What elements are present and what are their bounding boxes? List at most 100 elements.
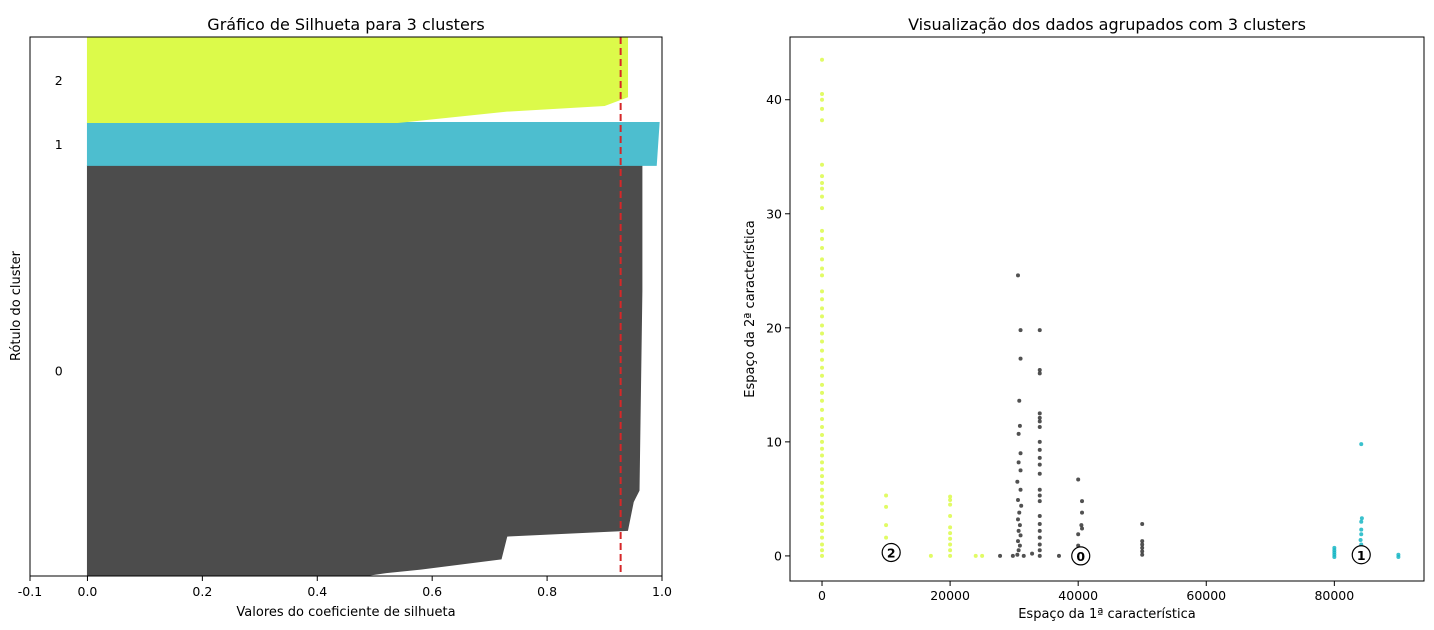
scatter-point-cluster-0 [1037,542,1042,547]
scatter-point-cluster-1 [1359,442,1364,447]
scatter-point-cluster-2 [948,498,953,503]
scatter-point-cluster-0 [1140,542,1145,547]
scatter-point-cluster-2 [948,531,953,536]
cluster-label-0: 0 [55,364,63,379]
scatter-point-cluster-0 [998,553,1003,558]
scatter-point-cluster-0 [1140,545,1145,550]
scatter-point-cluster-2 [820,348,825,353]
scatter-point-cluster-2 [820,206,825,211]
scatter-point-cluster-2 [820,162,825,167]
scatter-y-ticks: 0 10 20 30 40 [766,92,790,563]
scatter-y-tick-label: 0 [774,548,782,563]
scatter-point-cluster-0 [1037,368,1042,373]
scatter-point-cluster-2 [820,273,825,278]
scatter-point-cluster-0 [1015,479,1020,484]
scatter-point-cluster-2 [820,331,825,336]
silhouette-x-tick-label: 0.2 [192,584,212,599]
scatter-point-cluster-0 [1037,471,1042,476]
scatter-point-cluster-0 [1015,552,1020,557]
scatter-point-cluster-2 [820,323,825,328]
silhouette-cluster-1 [86,122,660,166]
silhouette-x-tick-label: 1.0 [652,584,672,599]
scatter-point-cluster-0 [1037,548,1042,553]
scatter-points [820,57,1401,560]
scatter-x-tick-label: 0 [818,588,826,603]
scatter-point-cluster-1 [1359,516,1364,521]
scatter-point-cluster-2 [820,297,825,302]
scatter-point-cluster-2 [820,528,825,533]
scatter-x-ticks: 0 20000 40000 60000 80000 [818,581,1354,603]
scatter-point-cluster-2 [820,118,825,123]
scatter-point-cluster-0 [1076,532,1081,537]
scatter-x-tick-label: 80000 [1314,588,1354,603]
scatter-point-cluster-1 [1359,519,1364,524]
scatter-point-cluster-2 [948,548,953,553]
scatter-title: Visualização dos dados agrupados com 3 c… [908,15,1306,34]
scatter-axes-frame [789,36,1425,582]
scatter-point-cluster-2 [820,425,825,430]
scatter-point-cluster-2 [820,398,825,403]
scatter-point-cluster-0 [1017,510,1022,515]
scatter-point-cluster-0 [1017,523,1022,528]
scatter-point-cluster-2 [820,266,825,271]
scatter-point-cluster-2 [820,501,825,506]
scatter-y-tick-label: 30 [766,206,782,221]
scatter-xlabel: Espaço da 1ª característica [1018,607,1196,622]
scatter-point-cluster-0 [1079,523,1084,528]
scatter-point-cluster-1 [1332,555,1337,560]
scatter-point-cluster-0 [1017,543,1022,548]
scatter-point-cluster-0 [1018,328,1023,333]
scatter-point-cluster-2 [820,407,825,412]
scatter-point-cluster-2 [820,257,825,262]
silhouette-cluster-2 [86,36,629,124]
scatter-point-cluster-2 [884,504,889,509]
cluster-scatter-plot: Visualização dos dados agrupados com 3 c… [743,15,1425,622]
scatter-point-cluster-0 [1037,521,1042,526]
scatter-point-cluster-0 [1080,526,1085,531]
silhouette-axes-frame [29,36,663,577]
scatter-point-cluster-0 [1037,499,1042,504]
cluster-center-0 [1071,546,1091,566]
scatter-point-cluster-1 [1396,555,1401,560]
scatter-point-cluster-2 [948,542,953,547]
scatter-point-cluster-0 [1076,477,1081,482]
scatter-point-cluster-0 [1037,553,1042,558]
scatter-point-cluster-0 [1037,493,1042,498]
scatter-point-cluster-0 [1016,431,1021,436]
scatter-point-cluster-0 [1140,552,1145,557]
scatter-point-cluster-0 [1010,553,1015,558]
scatter-point-cluster-0 [1019,503,1024,508]
scatter-point-cluster-0 [1140,539,1145,544]
scatter-point-cluster-0 [1015,273,1020,278]
silhouette-title: Gráfico de Silhueta para 3 clusters [207,15,484,34]
scatter-point-cluster-2 [820,548,825,553]
scatter-x-tick-label: 40000 [1058,588,1098,603]
scatter-point-cluster-0 [1018,451,1023,456]
scatter-point-cluster-2 [820,57,825,62]
scatter-point-cluster-0 [1017,423,1022,428]
scatter-point-cluster-2 [820,289,825,294]
scatter-point-cluster-2 [820,306,825,311]
scatter-point-cluster-0 [1037,455,1042,460]
scatter-point-cluster-0 [1080,499,1085,504]
scatter-point-cluster-2 [820,474,825,479]
scatter-point-cluster-2 [820,467,825,472]
scatter-point-cluster-0 [1018,356,1023,361]
scatter-point-cluster-0 [1037,328,1042,333]
scatter-point-cluster-2 [820,460,825,465]
scatter-point-cluster-2 [820,487,825,492]
cluster-label-2: 2 [55,73,63,88]
scatter-point-cluster-2 [820,106,825,111]
cluster-label-1: 1 [55,137,63,152]
scatter-x-tick-label: 60000 [1186,588,1226,603]
scatter-point-cluster-2 [820,521,825,526]
scatter-y-tick-label: 10 [766,434,782,449]
scatter-point-cluster-2 [820,228,825,233]
silhouette-x-tick-label: 0.8 [537,584,557,599]
scatter-point-cluster-0 [1037,425,1042,430]
scatter-point-cluster-2 [820,508,825,513]
scatter-point-cluster-2 [820,97,825,102]
scatter-point-cluster-2 [820,180,825,185]
silhouette-plot: Gráfico de Silhueta para 3 clusters -0.1… [9,15,672,620]
scatter-point-cluster-0 [1018,468,1023,473]
